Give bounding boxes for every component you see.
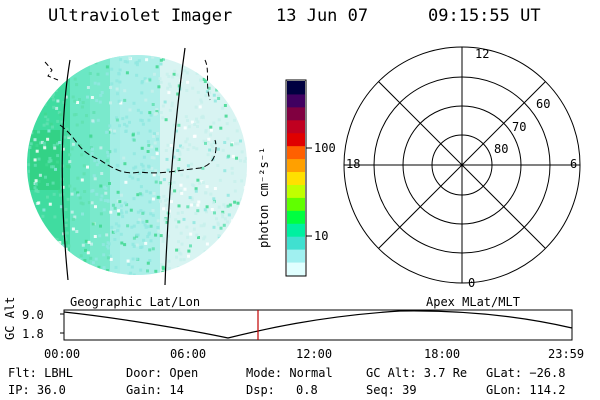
- orbit-x-tick-0000: 00:00: [44, 347, 81, 361]
- colorbar-segment: [287, 197, 305, 211]
- mlt-label-6: 6: [570, 157, 578, 171]
- lat-label-80: 80: [494, 142, 509, 156]
- orbit-x-tick-2359: 23:59: [548, 347, 585, 361]
- uv-image-disk: [27, 47, 247, 286]
- lat-label-70: 70: [512, 120, 527, 134]
- colorbar-units-label: photon cm⁻²s⁻¹: [257, 146, 271, 248]
- colorbar-segment: [287, 249, 305, 263]
- info-ip: IP: 36.0: [8, 383, 66, 397]
- colorbar-segment: [287, 93, 305, 108]
- info-door: Door: Open: [126, 366, 199, 380]
- colorbar-segment: [287, 158, 305, 173]
- orbit-y-axis-label: GC Alt: [3, 296, 17, 340]
- info-glon: GLon: 114.2: [486, 383, 566, 397]
- orbit-y-tick-min: 1.8: [22, 327, 44, 341]
- colorbar-segment: [287, 119, 305, 134]
- colorbar-segment: [287, 210, 305, 224]
- date-label: 13 Jun 07: [276, 6, 369, 26]
- polar-grid: [343, 46, 581, 284]
- instrument-title: Ultraviolet Imager: [48, 6, 233, 26]
- orbit-plot: [60, 309, 573, 341]
- mlt-label-12: 12: [475, 47, 490, 61]
- mlt-label-0: 0: [468, 276, 476, 290]
- info-dsp-label: Dsp:: [246, 383, 275, 397]
- orbit-y-tick-max: 9.0: [22, 308, 44, 322]
- colorbar-segment: [287, 106, 305, 121]
- info-mode: Mode: Normal: [246, 366, 333, 380]
- orbit-right-title: Apex MLat/MLT: [426, 295, 520, 309]
- info-filter: Flt: LBHL: [8, 366, 74, 380]
- colorbar-segment: [287, 171, 305, 185]
- colorbar-segment: [287, 262, 305, 276]
- time-label: 09:15:55 UT: [428, 6, 541, 26]
- colorbar: [285, 79, 312, 277]
- orbit-left-title: Geographic Lat/Lon: [70, 295, 201, 309]
- orbit-x-tick-1200: 12:00: [296, 347, 333, 361]
- colorbar-tick-100: 100: [314, 141, 336, 155]
- colorbar-segment: [287, 132, 305, 147]
- colorbar-segment: [287, 223, 305, 237]
- info-dsp-value: 0.8: [296, 383, 318, 397]
- colorbar-tick-10: 10: [314, 229, 329, 243]
- colorbar-segment: [287, 184, 305, 198]
- lat-label-60: 60: [536, 97, 551, 111]
- colorbar-segment: [287, 145, 305, 160]
- info-seq: Seq: 39: [366, 383, 417, 397]
- info-gain: Gain: 14: [126, 383, 184, 397]
- orbit-x-tick-1800: 18:00: [424, 347, 461, 361]
- colorbar-segment: [287, 81, 305, 95]
- info-gc-alt: GC Alt: 3.7 Re: [366, 366, 468, 380]
- mlt-label-18: 18: [346, 157, 361, 171]
- info-glat: GLat: −26.8: [486, 366, 566, 380]
- colorbar-segment: [287, 236, 305, 250]
- orbit-x-tick-0600: 06:00: [170, 347, 207, 361]
